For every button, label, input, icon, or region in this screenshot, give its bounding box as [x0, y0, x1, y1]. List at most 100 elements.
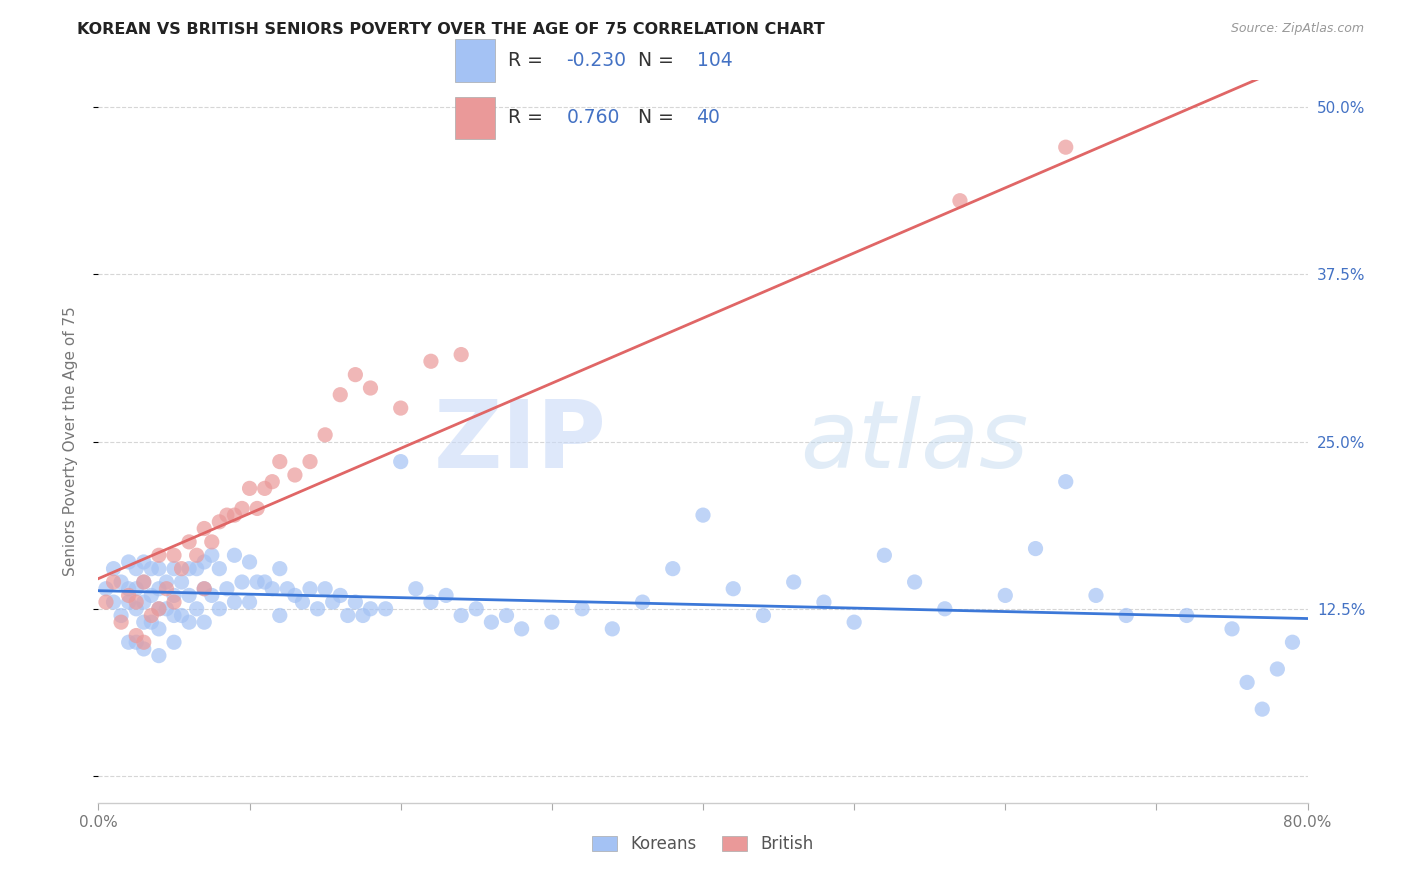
Point	[752, 608, 775, 623]
Point	[450, 608, 472, 623]
Point	[118, 589, 141, 603]
Point	[125, 595, 148, 609]
Point	[253, 482, 276, 496]
Point	[360, 381, 382, 395]
Point	[110, 575, 132, 590]
Point	[299, 582, 322, 596]
Point	[783, 575, 806, 590]
Point	[602, 622, 624, 636]
Point	[132, 635, 155, 649]
Point	[132, 575, 155, 590]
Point	[141, 608, 163, 623]
Point	[336, 608, 359, 623]
Point	[103, 562, 125, 576]
Point	[1024, 541, 1046, 556]
Point	[148, 582, 170, 596]
Point	[239, 555, 262, 569]
Point	[873, 548, 896, 563]
Point	[179, 535, 201, 549]
Point	[344, 368, 367, 382]
Y-axis label: Seniors Poverty Over the Age of 75: Seniors Poverty Over the Age of 75	[63, 307, 77, 576]
Point	[148, 602, 170, 616]
Point	[813, 595, 835, 609]
Point	[163, 595, 186, 609]
Point	[94, 582, 117, 596]
Point	[125, 629, 148, 643]
Point	[450, 347, 472, 362]
Point	[723, 582, 745, 596]
Point	[163, 548, 186, 563]
Point	[291, 595, 314, 609]
Point	[661, 562, 683, 576]
Point	[155, 602, 177, 616]
Text: ZIP: ZIP	[433, 395, 606, 488]
Point	[125, 635, 148, 649]
Text: R =: R =	[508, 51, 543, 70]
Point	[631, 595, 654, 609]
Text: R =: R =	[508, 109, 543, 128]
Point	[103, 575, 125, 590]
Point	[110, 608, 132, 623]
Point	[434, 589, 457, 603]
Point	[163, 589, 186, 603]
Point	[540, 615, 562, 630]
Point	[374, 602, 396, 616]
Point	[215, 508, 238, 523]
Text: 0.760: 0.760	[567, 109, 620, 128]
Point	[269, 608, 291, 623]
Point	[148, 562, 170, 576]
Point	[420, 595, 443, 609]
Text: KOREAN VS BRITISH SENIORS POVERTY OVER THE AGE OF 75 CORRELATION CHART: KOREAN VS BRITISH SENIORS POVERTY OVER T…	[77, 22, 825, 37]
Point	[193, 521, 215, 535]
Point	[170, 575, 193, 590]
Point	[1085, 589, 1108, 603]
Point	[231, 501, 253, 516]
Point	[125, 602, 148, 616]
Point	[132, 615, 155, 630]
Point	[125, 582, 148, 596]
Point	[239, 482, 262, 496]
Point	[246, 575, 269, 590]
Point	[1267, 662, 1289, 676]
Point	[193, 582, 215, 596]
Point	[1054, 140, 1077, 154]
Point	[208, 515, 231, 529]
Point	[208, 602, 231, 616]
Point	[201, 589, 224, 603]
Point	[118, 595, 141, 609]
Point	[163, 562, 186, 576]
Point	[844, 615, 866, 630]
Text: Source: ZipAtlas.com: Source: ZipAtlas.com	[1230, 22, 1364, 36]
Text: 104: 104	[696, 51, 733, 70]
Point	[118, 582, 141, 596]
Legend: Koreans, British: Koreans, British	[586, 828, 820, 860]
Point	[1175, 608, 1198, 623]
Point	[163, 635, 186, 649]
Point	[314, 428, 336, 442]
Point	[322, 595, 344, 609]
Point	[307, 602, 329, 616]
Point	[224, 508, 246, 523]
Point	[284, 589, 307, 603]
Point	[155, 582, 177, 596]
Point	[352, 608, 374, 623]
Point	[170, 562, 193, 576]
Point	[269, 562, 291, 576]
Text: 40: 40	[696, 109, 720, 128]
Point	[179, 589, 201, 603]
Text: -0.230: -0.230	[567, 51, 627, 70]
Point	[269, 455, 291, 469]
Point	[148, 602, 170, 616]
Point	[949, 194, 972, 208]
Text: atlas: atlas	[800, 396, 1028, 487]
Point	[179, 562, 201, 576]
Point	[132, 595, 155, 609]
Point	[262, 475, 284, 489]
Point	[239, 595, 262, 609]
Point	[170, 608, 193, 623]
Point	[118, 555, 141, 569]
Point	[1251, 702, 1274, 716]
Point	[934, 602, 956, 616]
FancyBboxPatch shape	[456, 39, 495, 82]
Point	[141, 562, 163, 576]
